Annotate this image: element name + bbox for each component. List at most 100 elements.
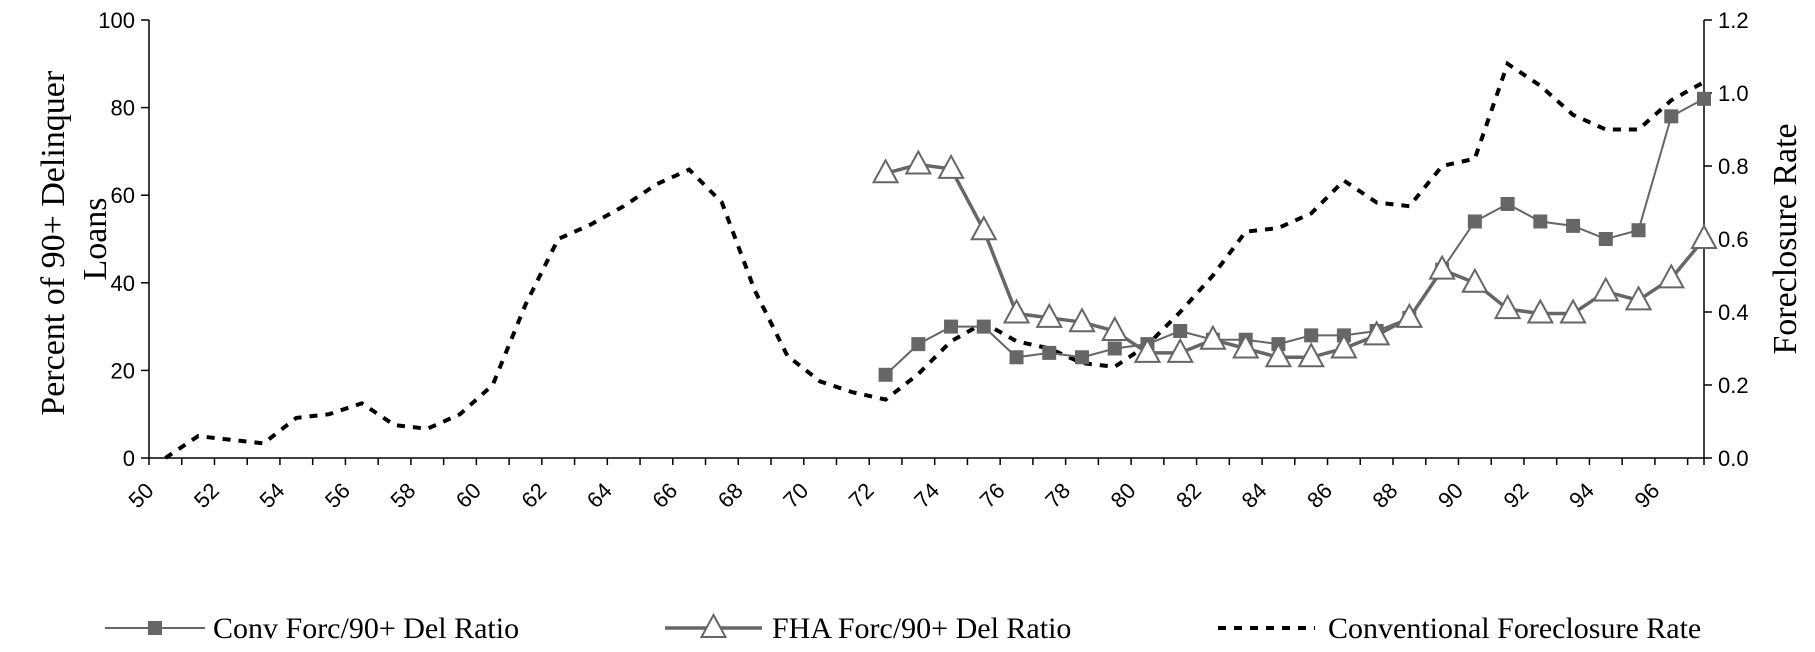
x-tick-label: 70 <box>778 478 813 513</box>
square-marker <box>1467 214 1482 229</box>
triangle-marker <box>1068 307 1096 333</box>
triangle-marker <box>1101 315 1129 341</box>
square-marker <box>1631 223 1646 238</box>
triangle-marker <box>1362 320 1391 346</box>
left-axis-title-line-1: Percent of 90+ Delinquer <box>35 70 72 416</box>
square-marker <box>1500 196 1515 211</box>
right-tick-label: 0.2 <box>1718 373 1749 398</box>
right-tick-label: 0.6 <box>1718 227 1749 252</box>
x-tick-label: 94 <box>1564 478 1599 513</box>
triangle-marker <box>1395 302 1424 328</box>
triangle-marker <box>1199 324 1227 350</box>
x-tick-label: 88 <box>1368 478 1403 513</box>
x-tick-label: 82 <box>1171 478 1206 513</box>
left-tick-label: 60 <box>111 183 135 208</box>
triangle-marker <box>1657 263 1685 289</box>
triangle-marker <box>1330 333 1358 359</box>
x-tick-label: 58 <box>385 478 420 513</box>
left-y-ticks: 0 20 40 60 80 100 <box>98 8 149 471</box>
x-tick-label: 76 <box>975 478 1010 513</box>
triangle-marker <box>1526 298 1555 324</box>
square-marker <box>1664 109 1679 124</box>
left-axis-title-line-2: Loans <box>77 197 114 280</box>
x-tick-label: 62 <box>516 478 551 513</box>
triangle-marker <box>1035 302 1063 328</box>
legend-item-0: Conv Forc/90+ Del Ratio <box>105 612 519 645</box>
axes <box>148 20 1705 459</box>
square-marker <box>911 337 926 352</box>
x-tick-label: 68 <box>713 478 748 513</box>
x-tick-label: 54 <box>254 478 289 513</box>
triangle-marker <box>904 149 933 175</box>
series-line-square <box>884 97 1705 376</box>
left-tick-label: 0 <box>123 446 135 471</box>
legend-label: Conv Forc/90+ Del Ratio <box>213 612 519 645</box>
left-tick-label: 40 <box>111 271 135 296</box>
legend: Conv Forc/90+ Del Ratio FHA Forc/90+ Del … <box>105 612 1701 645</box>
x-tick-label: 56 <box>320 478 355 513</box>
triangle-marker <box>1166 337 1194 363</box>
square-marker <box>1566 218 1581 233</box>
left-tick-label: 80 <box>111 96 135 121</box>
triangle-marker <box>1133 337 1162 363</box>
triangle-marker <box>1592 276 1620 302</box>
square-marker <box>1697 91 1711 106</box>
square-marker <box>878 367 893 382</box>
triangle-marker <box>871 158 900 184</box>
x-ticks: 50 52 54 56 58 60 62 64 66 68 70 72 74 76 78 80 82 84 86 88… <box>124 458 1705 513</box>
x-tick-label: 96 <box>1629 478 1664 513</box>
right-axis-title: Foreclosure Rate <box>1767 123 1804 354</box>
legend-label: Conventional Foreclosure Rate <box>1328 612 1701 645</box>
series-line-conventional-foreclosure-rate <box>164 60 1705 460</box>
x-tick-label: 60 <box>451 478 486 513</box>
square-marker <box>1075 350 1089 365</box>
x-tick-label: 84 <box>1237 478 1272 513</box>
x-tick-label: 80 <box>1106 478 1141 513</box>
left-tick-label: 20 <box>111 358 135 383</box>
series-2 <box>164 60 1705 460</box>
right-tick-label: 0.4 <box>1718 300 1749 325</box>
x-tick-label: 72 <box>844 478 879 513</box>
square-marker <box>1173 323 1188 338</box>
right-tick-label: 1.0 <box>1718 81 1749 106</box>
legend-triangle-marker <box>699 612 728 638</box>
triangle-marker <box>1297 342 1325 368</box>
triangle-marker <box>1264 342 1293 368</box>
triangle-marker <box>1231 333 1260 359</box>
series-0 <box>878 91 1711 382</box>
right-tick-label: 1.2 <box>1718 8 1749 33</box>
square-marker <box>976 319 991 334</box>
right-tick-label: 0.8 <box>1718 154 1749 179</box>
x-tick-label: 52 <box>189 478 224 513</box>
series-line-triangle <box>885 162 1706 360</box>
triangle-marker <box>1002 298 1031 324</box>
triangle-marker <box>1461 267 1489 293</box>
legend-label: FHA Forc/90+ Del Ratio <box>772 612 1071 645</box>
triangle-marker <box>1493 293 1522 320</box>
x-tick-label: 64 <box>582 478 617 513</box>
legend-item-1: FHA Forc/90+ Del Ratio <box>665 612 1071 645</box>
square-marker <box>1598 232 1613 246</box>
legend-square-marker <box>148 621 162 635</box>
triangle-marker <box>1428 254 1456 280</box>
right-y-ticks: 0.0 0.2 0.4 0.6 0.8 1.0 1.2 <box>1704 8 1749 471</box>
series-1 <box>871 149 1718 368</box>
square-marker <box>1042 345 1057 360</box>
right-tick-label: 0.0 <box>1718 446 1749 471</box>
legend-item-2: Conventional Foreclosure Rate <box>1218 612 1701 645</box>
square-marker <box>1533 214 1548 229</box>
triangle-marker <box>937 153 965 179</box>
x-tick-label: 90 <box>1433 478 1468 513</box>
x-tick-label: 74 <box>909 478 944 513</box>
square-marker <box>1009 350 1024 365</box>
square-marker <box>1107 341 1122 356</box>
x-tick-label: 50 <box>124 478 159 513</box>
triangle-marker <box>1559 298 1587 324</box>
left-tick-label: 100 <box>98 8 135 33</box>
square-marker <box>1304 328 1319 343</box>
series <box>164 60 1718 460</box>
left-axis-title: Percent of 90+ Delinquer Loans <box>35 62 114 415</box>
triangle-marker <box>970 215 998 241</box>
